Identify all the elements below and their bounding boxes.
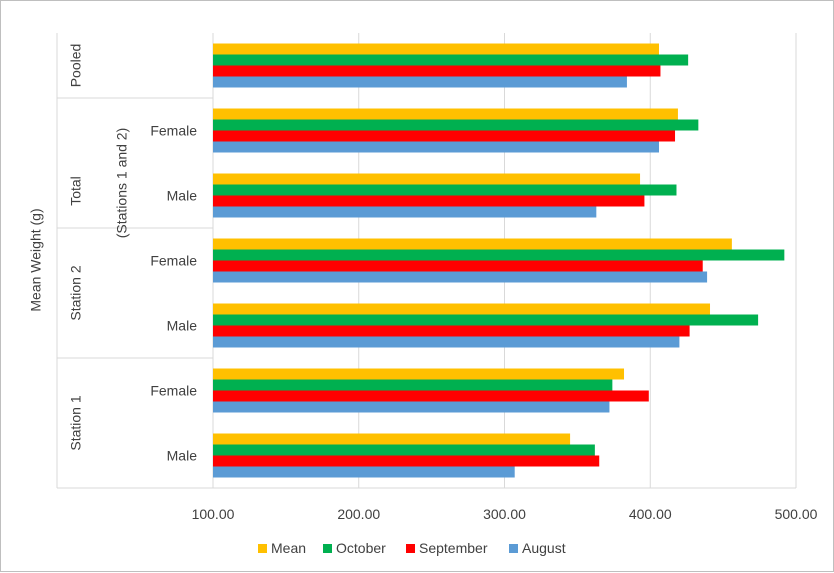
group-label: Station 1 [68,395,84,450]
bar-october [213,54,689,66]
bar-august [213,336,680,348]
x-tick-label: 100.00 [192,506,235,522]
bar-october [213,314,759,326]
group-label: (Stations 1 and 2) [114,128,130,239]
bar-october [213,444,595,456]
bar-august [213,206,597,218]
x-tick-label: 500.00 [775,506,818,522]
x-tick-label: 200.00 [337,506,380,522]
x-tick-label: 400.00 [629,506,672,522]
bar-mean [213,173,641,185]
bar-mean [213,108,678,120]
bar-mean [213,238,732,250]
bar-august [213,76,627,88]
bar-september [213,390,649,402]
group-label: Station 2 [68,265,84,320]
bar-october [213,249,785,261]
bar-october [213,184,677,196]
bar-august [213,401,610,413]
category-label: Female [150,253,197,269]
legend-label-october: October [336,540,386,556]
bar-august [213,271,708,283]
legend-label-mean: Mean [271,540,306,556]
bar-october [213,119,699,131]
x-tick-label: 300.00 [483,506,526,522]
bar-mean [213,43,659,55]
bar-september [213,455,600,467]
category-label: Male [167,188,198,204]
bar-september [213,260,703,272]
group-label: Pooled [68,44,84,88]
category-label: Female [150,383,197,399]
bar-september [213,325,690,337]
bar-mean [213,433,571,445]
legend-swatch-august [509,544,518,553]
legend-swatch-september [406,544,415,553]
bar-october [213,379,613,391]
category-label: Male [167,448,198,464]
bar-september [213,195,645,207]
legend-swatch-october [323,544,332,553]
bar-september [213,130,676,142]
bar-mean [213,303,711,315]
bar-august [213,466,515,478]
legend-swatch-mean [258,544,267,553]
legend-label-september: September [419,540,488,556]
y-axis-title: Mean Weight (g) [28,208,44,311]
category-label: Male [167,318,198,334]
bar-mean [213,368,625,380]
group-label: Total [68,176,84,206]
category-label: Female [150,123,197,139]
bar-september [213,65,661,77]
legend-label-august: August [522,540,566,556]
bar-august [213,141,659,153]
